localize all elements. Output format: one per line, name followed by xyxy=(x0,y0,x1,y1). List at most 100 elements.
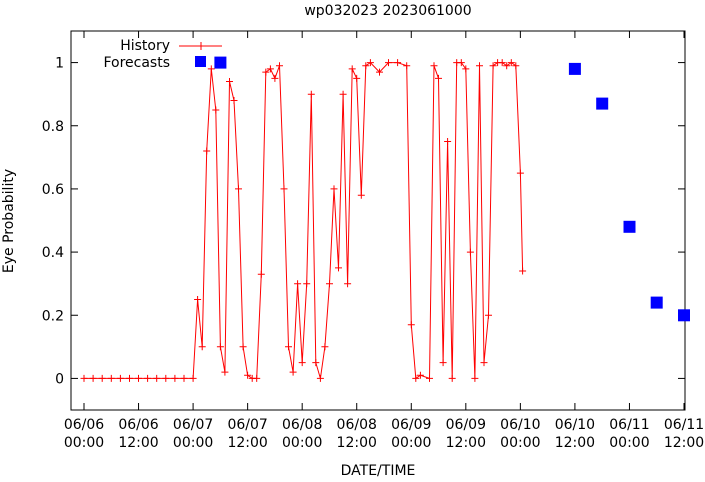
history-point xyxy=(412,374,420,382)
legend-label-forecasts: Forecasts xyxy=(103,55,170,71)
history-point xyxy=(230,97,238,104)
history-point xyxy=(316,374,324,382)
history-point xyxy=(294,280,302,288)
forecast-series xyxy=(214,56,690,322)
history-point xyxy=(462,65,470,73)
x-tick-time-label: 00:00 xyxy=(282,435,322,451)
history-point xyxy=(180,374,188,382)
history-point xyxy=(216,343,224,351)
history-point xyxy=(189,374,197,382)
history-point xyxy=(416,371,424,379)
history-point xyxy=(221,368,229,376)
x-tick-time-label: 12:00 xyxy=(337,435,377,451)
forecast-point xyxy=(568,62,581,75)
history-point xyxy=(326,280,333,288)
x-tick-date-label: 06/10 xyxy=(555,417,595,433)
history-series xyxy=(80,59,527,382)
x-tick-time-label: 00:00 xyxy=(609,435,649,451)
history-point xyxy=(448,374,456,382)
history-point xyxy=(262,68,270,76)
history-point xyxy=(276,62,283,70)
history-point xyxy=(207,65,215,73)
history-point xyxy=(144,374,152,382)
history-point xyxy=(344,280,352,288)
history-point xyxy=(257,270,265,278)
history-point xyxy=(280,185,288,193)
history-point xyxy=(339,90,347,98)
x-tick-time-label: 00:00 xyxy=(173,435,213,451)
y-tick-label: 0.8 xyxy=(42,119,64,135)
history-point xyxy=(519,267,527,275)
legend: History Forecasts xyxy=(103,38,222,71)
history-point xyxy=(489,62,497,70)
x-tick-date-label: 06/09 xyxy=(446,417,486,433)
history-point xyxy=(312,359,320,367)
x-tick-time-label: 12:00 xyxy=(227,435,267,451)
history-point xyxy=(348,65,356,73)
history-point xyxy=(298,359,306,367)
history-point xyxy=(98,374,106,382)
x-tick-date-label: 06/06 xyxy=(118,417,158,433)
x-axis-label: DATE/TIME xyxy=(341,463,416,479)
history-point xyxy=(126,374,133,382)
history-point xyxy=(512,62,520,70)
history-point xyxy=(457,59,465,67)
x-tick-date-label: 06/06 xyxy=(64,417,104,433)
legend-swatch-forecasts xyxy=(195,56,206,67)
x-tick-date-label: 06/07 xyxy=(227,417,267,433)
history-point xyxy=(471,374,479,382)
forecast-point xyxy=(214,56,227,69)
history-point xyxy=(153,374,161,382)
history-point xyxy=(289,368,297,376)
history-point xyxy=(321,343,329,351)
history-point xyxy=(444,138,452,145)
history-line xyxy=(84,61,524,380)
y-axis-label: Eye Probability xyxy=(1,169,17,273)
history-point xyxy=(376,68,383,76)
history-point xyxy=(171,374,179,382)
history-point xyxy=(285,343,292,351)
history-point xyxy=(80,374,88,382)
history-point xyxy=(357,191,365,199)
history-point xyxy=(203,147,211,155)
x-tick-time-label: 00:00 xyxy=(500,435,540,451)
history-point xyxy=(244,371,252,379)
history-point xyxy=(335,264,342,272)
history-point xyxy=(480,359,488,367)
x-tick-time-label: 12:00 xyxy=(555,435,595,451)
history-point xyxy=(330,185,338,193)
y-axis-ticks: 0 0.2 0.4 0.6 0.8 1 xyxy=(42,56,685,387)
history-point xyxy=(439,359,447,367)
history-point xyxy=(135,374,142,382)
x-tick-date-label: 06/10 xyxy=(500,417,540,433)
legend-marker-history xyxy=(197,42,205,50)
history-point xyxy=(89,374,97,382)
history-point xyxy=(394,59,402,67)
history-point xyxy=(226,78,233,85)
history-point xyxy=(435,74,442,82)
history-point xyxy=(476,62,483,70)
history-point xyxy=(362,62,370,70)
history-point xyxy=(266,65,274,73)
history-point xyxy=(466,248,474,256)
x-tick-date-label: 06/07 xyxy=(173,417,213,433)
y-tick-label: 0 xyxy=(55,371,64,387)
forecast-point xyxy=(678,309,690,322)
y-tick-label: 0.6 xyxy=(42,182,64,198)
y-tick-label: 1 xyxy=(55,56,64,72)
history-point xyxy=(426,374,433,382)
history-point xyxy=(271,74,279,82)
history-point xyxy=(353,74,361,82)
x-tick-time-label: 12:00 xyxy=(446,435,486,451)
history-point xyxy=(366,59,374,67)
x-tick-date-label: 06/09 xyxy=(391,417,431,433)
x-tick-date-label: 06/11 xyxy=(664,417,704,433)
history-point xyxy=(503,62,511,70)
forecast-point xyxy=(623,220,636,233)
forecast-point xyxy=(596,97,609,110)
history-point xyxy=(235,185,242,193)
history-point xyxy=(516,169,524,177)
x-tick-time-label: 12:00 xyxy=(664,435,704,451)
history-point xyxy=(407,321,415,329)
